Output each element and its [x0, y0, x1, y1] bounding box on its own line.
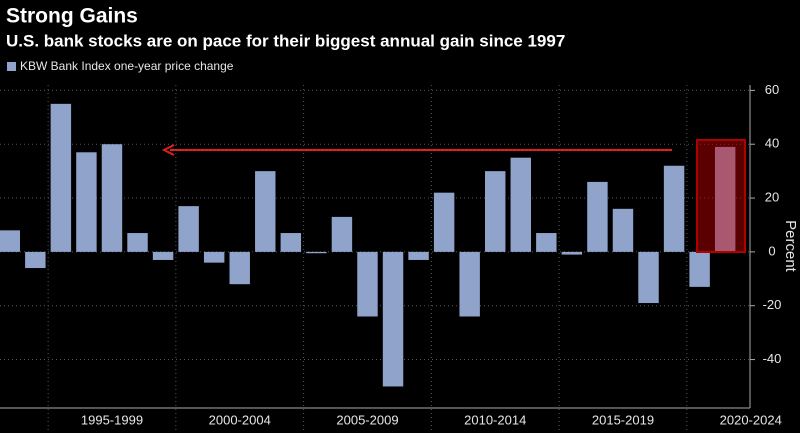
bar [714, 146, 736, 252]
bar [357, 251, 378, 317]
arrow-head [161, 144, 175, 156]
chart-subtitle: U.S. bank stocks are on pace for their b… [6, 31, 565, 50]
bar [638, 251, 659, 304]
bar [536, 233, 557, 252]
bar [382, 251, 404, 387]
bar [306, 251, 327, 254]
bar [25, 251, 46, 269]
bar [485, 171, 506, 252]
x-group-label: 2015-2019 [592, 412, 654, 427]
bar [408, 251, 429, 260]
y-tick-label: 60 [765, 82, 779, 97]
bar [127, 233, 148, 252]
bar [612, 208, 634, 252]
bar [50, 103, 72, 252]
chart-title: Strong Gains [6, 5, 138, 28]
y-axis-label: Percent [782, 220, 799, 273]
x-group-label: 2000-2004 [209, 412, 271, 427]
bar [0, 230, 20, 252]
bar [433, 192, 455, 252]
bar [152, 251, 174, 260]
x-group-label: 1995-1999 [81, 412, 143, 427]
bar [101, 144, 123, 252]
bar [663, 165, 685, 252]
bar [280, 233, 302, 252]
legend-label: KBW Bank Index one-year price change [20, 59, 234, 73]
bar [689, 251, 710, 287]
bar [459, 251, 480, 317]
bar [203, 251, 225, 263]
bar [76, 152, 97, 252]
bar [331, 216, 353, 252]
x-group-label: 2005-2009 [336, 412, 398, 427]
y-tick-label: 40 [765, 136, 779, 151]
y-tick-label: -40 [763, 351, 782, 366]
x-group-label: 2010-2014 [464, 412, 526, 427]
bar [510, 157, 531, 252]
legend-swatch [7, 62, 16, 71]
y-tick-label: -20 [763, 297, 782, 312]
y-tick-label: 20 [765, 189, 779, 204]
y-tick-label: 0 [768, 243, 775, 258]
bar [561, 251, 583, 255]
bar [255, 171, 276, 252]
x-group-label: 2020-2024 [720, 412, 782, 427]
bar [587, 181, 608, 252]
bar [178, 206, 199, 252]
highlight-box [696, 139, 746, 253]
bar [229, 251, 250, 285]
